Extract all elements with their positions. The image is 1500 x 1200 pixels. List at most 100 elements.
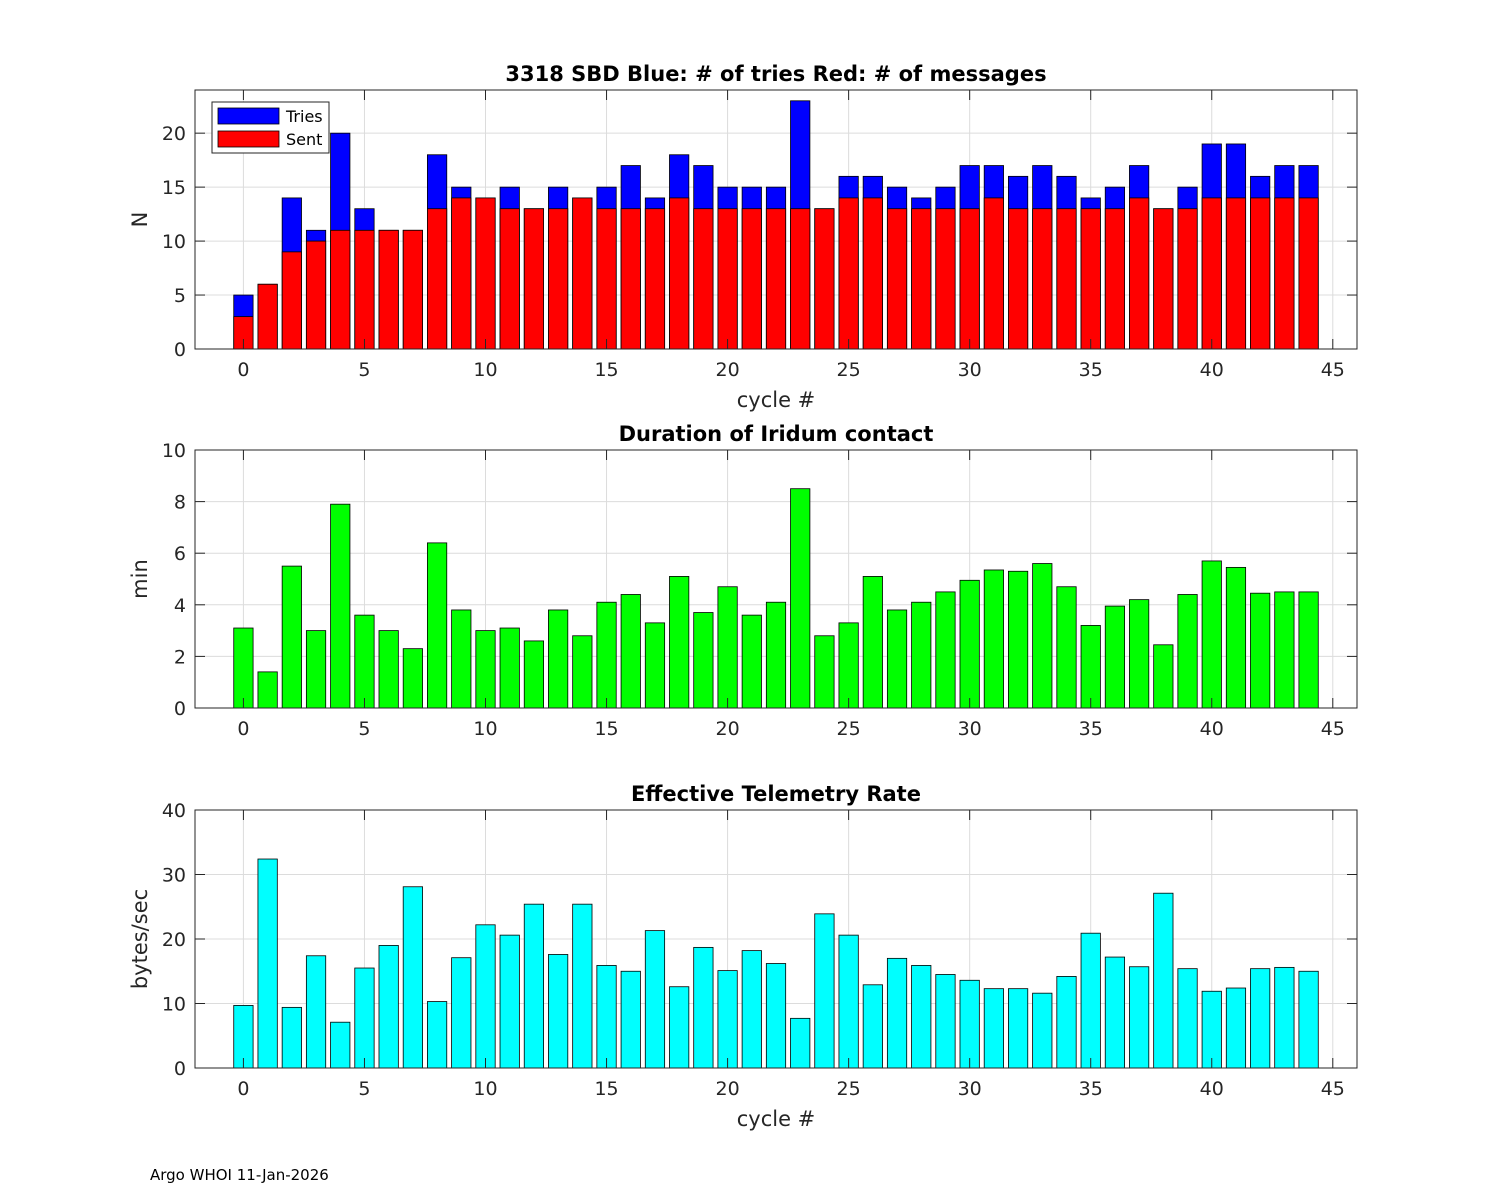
bar-sent-13 xyxy=(548,208,569,350)
y-tick-label: 6 xyxy=(174,543,186,565)
axes-box xyxy=(194,89,1358,350)
bar-sent-14 xyxy=(572,197,593,350)
x-tick-label: 35 xyxy=(1079,718,1103,740)
bar-rate-32 xyxy=(1008,988,1029,1069)
bar-rate-23 xyxy=(790,1017,811,1069)
bar-rate-41 xyxy=(1225,987,1247,1069)
bar-duration-8 xyxy=(426,542,448,709)
chart-panel-1: 0 5 10 15 20 25 30 35 40 45 0 5 10 15 20 3318 SBD Blue:… xyxy=(128,62,1358,412)
bar-rate-18 xyxy=(669,986,690,1069)
ticks xyxy=(195,809,1357,1069)
bar-sent-35 xyxy=(1080,208,1101,350)
bar-duration-18 xyxy=(669,576,690,709)
bar-duration-30 xyxy=(959,579,980,709)
bar-duration-40 xyxy=(1201,560,1222,709)
bar-duration-17 xyxy=(644,622,666,709)
legend-swatch-sent xyxy=(217,130,280,148)
x-tick-label: 15 xyxy=(594,359,618,381)
bar-rate-31 xyxy=(983,988,1004,1069)
bar-sent-37 xyxy=(1129,197,1150,350)
legend-label-sent: Sent xyxy=(286,130,322,149)
bar-sent-20 xyxy=(717,208,738,350)
bar-sent-40 xyxy=(1201,197,1222,350)
bars xyxy=(233,858,1319,1069)
chart-panel-3: 0 5 10 15 20 25 30 35 40 45 0 10 20 30 40 Effective Tel… xyxy=(128,782,1358,1131)
bar-duration-13 xyxy=(548,609,569,709)
x-tick-label: 25 xyxy=(837,359,861,381)
bar-duration-42 xyxy=(1250,592,1271,709)
bar-rate-16 xyxy=(620,970,641,1069)
bar-sent-24 xyxy=(814,208,835,350)
bar-rate-35 xyxy=(1080,932,1101,1069)
bar-sent-6 xyxy=(378,229,399,350)
y-tick-label: 20 xyxy=(162,123,186,145)
bar-sent-5 xyxy=(354,229,375,350)
bar-sent-10 xyxy=(475,197,496,350)
bar-duration-23 xyxy=(790,488,811,709)
bar-sent-1 xyxy=(257,283,278,350)
legend-swatch-tries xyxy=(217,107,280,125)
bar-rate-29 xyxy=(935,974,956,1069)
bar-rate-15 xyxy=(596,965,617,1069)
x-tick-label: 5 xyxy=(358,1078,370,1100)
x-tick-label: 5 xyxy=(358,359,370,381)
bar-duration-7 xyxy=(402,648,423,709)
bar-rate-34 xyxy=(1056,976,1077,1069)
bar-rate-28 xyxy=(911,965,932,1069)
bar-duration-16 xyxy=(620,594,641,709)
bar-duration-25 xyxy=(838,622,859,709)
bar-rate-22 xyxy=(765,963,787,1069)
bar-sent-15 xyxy=(596,208,617,350)
y-tick-label: 0 xyxy=(174,339,186,361)
bar-duration-43 xyxy=(1274,591,1295,709)
x-tick-label: 35 xyxy=(1079,1078,1103,1100)
bar-rate-30 xyxy=(959,979,980,1069)
bar-sent-32 xyxy=(1008,208,1029,350)
chart-panel-2: 0 5 10 15 20 25 30 35 40 45 0 2 4 6 8 10 Duration of Iri… xyxy=(128,422,1358,740)
bar-sent-30 xyxy=(959,208,980,350)
bar-sent-42 xyxy=(1250,197,1271,350)
x-tick-label: 10 xyxy=(473,359,497,381)
bar-duration-32 xyxy=(1008,570,1029,709)
bar-duration-28 xyxy=(911,601,932,709)
bar-rate-17 xyxy=(644,930,666,1069)
bar-duration-41 xyxy=(1225,566,1247,709)
bar-rate-13 xyxy=(548,954,569,1069)
x-tick-label: 15 xyxy=(594,718,618,740)
bar-duration-24 xyxy=(814,635,835,709)
bar-duration-34 xyxy=(1056,586,1077,709)
bar-sent-31 xyxy=(983,197,1004,350)
x-tick-label: 15 xyxy=(594,1078,618,1100)
bar-rate-7 xyxy=(402,886,423,1069)
x-tick-label: 25 xyxy=(837,718,861,740)
y-tick-label: 10 xyxy=(162,231,186,253)
bar-rate-26 xyxy=(862,984,883,1069)
ticks xyxy=(195,90,1357,350)
chart-title: 3318 SBD Blue: # of tries Red: # of mess… xyxy=(505,62,1046,86)
bar-duration-38 xyxy=(1153,644,1174,709)
bar-rate-14 xyxy=(572,903,593,1069)
x-tick-label: 30 xyxy=(958,1078,982,1100)
x-axis-label: cycle # xyxy=(737,388,816,412)
x-tick-label: 10 xyxy=(473,1078,497,1100)
bar-duration-21 xyxy=(741,614,762,709)
x-tick-label: 20 xyxy=(715,718,739,740)
bar-sent-19 xyxy=(693,208,714,350)
bar-rate-43 xyxy=(1274,966,1295,1069)
bar-duration-33 xyxy=(1032,563,1053,709)
bar-sent-41 xyxy=(1225,197,1247,350)
ticks xyxy=(195,449,1357,709)
x-tick-label: 20 xyxy=(715,1078,739,1100)
x-tick-label: 25 xyxy=(837,1078,861,1100)
bar-rate-38 xyxy=(1153,892,1174,1069)
bar-sent-34 xyxy=(1056,208,1077,350)
y-tick-label: 20 xyxy=(162,929,186,951)
bar-duration-6 xyxy=(378,630,399,709)
bar-rate-4 xyxy=(330,1021,351,1069)
bar-rate-11 xyxy=(499,934,520,1069)
bar-duration-5 xyxy=(354,614,375,709)
bar-rate-44 xyxy=(1298,970,1319,1069)
y-tick-label: 10 xyxy=(162,440,186,462)
x-axis-label: cycle # xyxy=(737,1107,816,1131)
bar-sent-21 xyxy=(741,208,762,350)
